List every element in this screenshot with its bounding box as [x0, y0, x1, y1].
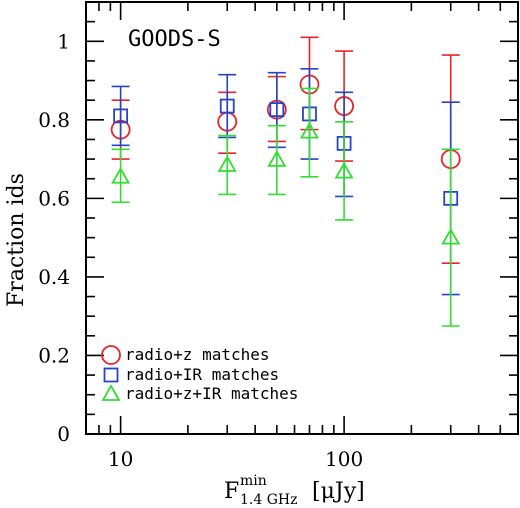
y-tick-label: 0.8 [38, 108, 70, 132]
x-axis-title-sup: min [240, 473, 267, 489]
y-tick-label: 0.4 [38, 265, 70, 289]
legend-label: radio+z+IR matches [125, 384, 298, 403]
chart-title: GOODS-S [128, 27, 221, 52]
data-point-triangle [334, 161, 354, 179]
legend-label: radio+IR matches [125, 365, 279, 384]
data-point-triangle [441, 227, 461, 245]
legend-label: radio+z matches [125, 345, 270, 364]
y-axis-title: Fraction ids [4, 173, 29, 307]
y-tick-label: 1 [57, 29, 70, 53]
data-point-square [219, 98, 235, 114]
data-point-triangle [267, 150, 287, 167]
data-point-square [113, 108, 129, 124]
y-tick-label: 0 [57, 422, 70, 446]
x-tick-label: 10 [108, 447, 133, 471]
legend-marker-square [103, 367, 119, 383]
data-point-triangle [217, 155, 237, 172]
x-axis-title-main: F [224, 479, 239, 504]
data-point-square [269, 102, 285, 118]
data-point-triangle [111, 166, 131, 184]
axis-ticks: 10 100 0 0.2 0.4 0.6 0.8 1 [38, 1, 518, 471]
y-tick-label: 0.6 [38, 186, 70, 210]
x-axis-title-unit: [μJy] [312, 479, 365, 504]
plot-marks [110, 36, 461, 327]
x-axis-title: F min 1.4 GHz [μJy] [224, 473, 365, 508]
series-triangle [111, 87, 461, 327]
x-axis-title-sub: 1.4 GHz [240, 492, 297, 508]
data-point-triangle [299, 121, 320, 139]
legend-marker-circle [101, 345, 121, 365]
x-tick-label: 100 [325, 447, 363, 471]
legend-marker-triangle [101, 384, 121, 401]
y-tick-label: 0.2 [38, 343, 70, 367]
